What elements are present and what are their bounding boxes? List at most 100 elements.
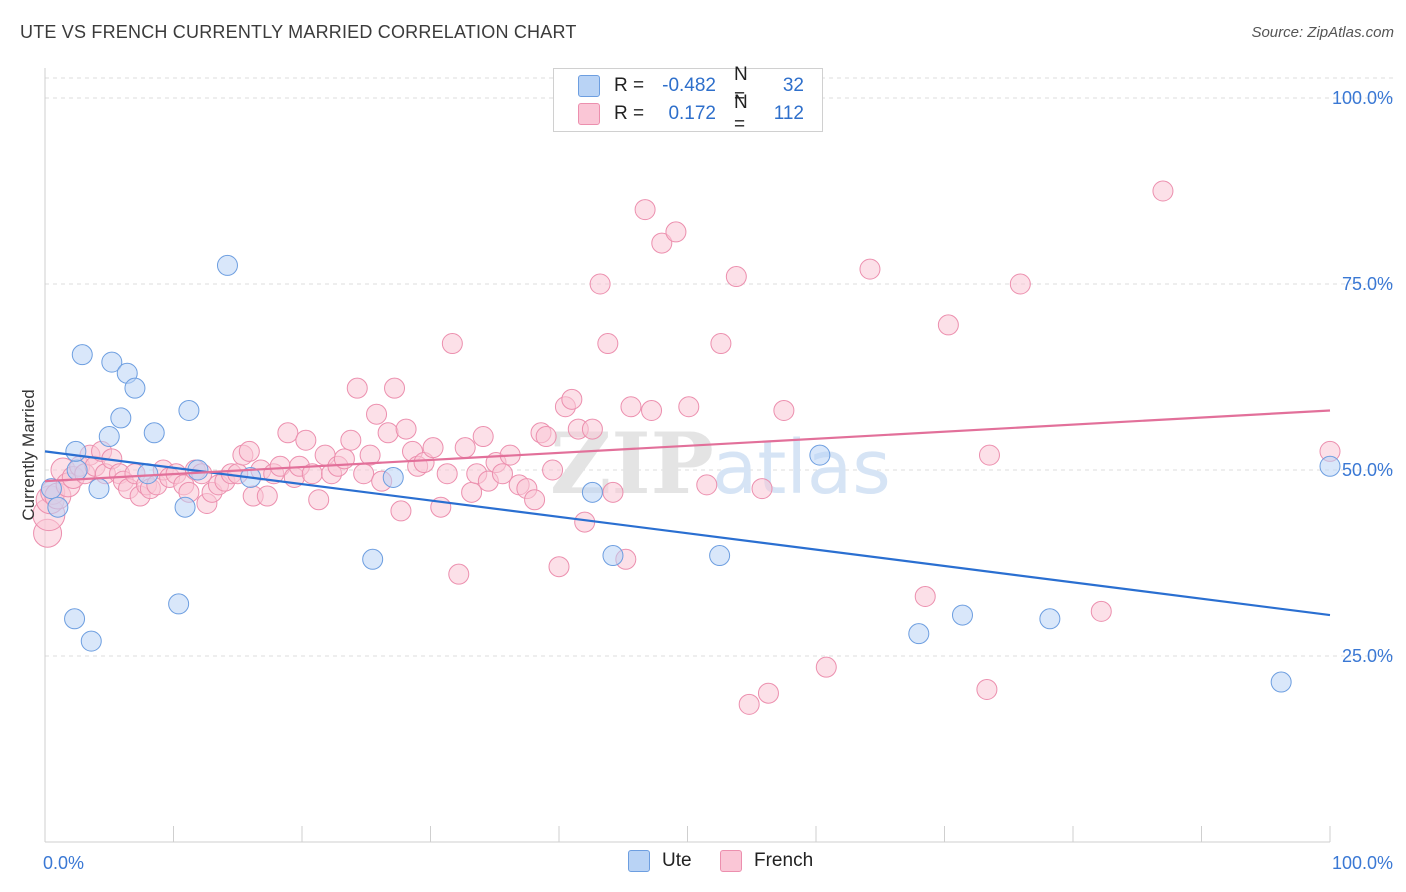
ute-point bbox=[908, 623, 930, 645]
french-point bbox=[308, 489, 330, 511]
series-swatch-ute bbox=[628, 850, 650, 872]
ute-point bbox=[1319, 455, 1341, 477]
ute-point bbox=[1039, 608, 1061, 630]
french-point bbox=[422, 437, 444, 459]
ute-point bbox=[216, 254, 238, 276]
french-point bbox=[1090, 600, 1112, 622]
french-point bbox=[295, 429, 317, 451]
y-tick-label: 50.0% bbox=[1342, 460, 1393, 480]
french-point bbox=[461, 481, 483, 503]
french-point bbox=[634, 199, 656, 221]
legend-r-value-ute: -0.482 bbox=[662, 75, 716, 96]
french-point bbox=[976, 678, 998, 700]
gridlines bbox=[45, 77, 1394, 657]
french-point bbox=[277, 422, 299, 444]
legend-n-value-french: 112 bbox=[773, 103, 804, 124]
french-point bbox=[620, 396, 642, 418]
x-tick-label-max: 100.0% bbox=[1332, 853, 1393, 873]
french-point bbox=[751, 478, 773, 500]
french-point bbox=[678, 396, 700, 418]
y-axis-label: Currently Married bbox=[19, 389, 38, 520]
ute-point bbox=[40, 478, 62, 500]
ute-point bbox=[178, 399, 200, 421]
ute-series bbox=[40, 254, 1341, 693]
legend-r-value-french: 0.172 bbox=[668, 103, 716, 124]
ute-point bbox=[101, 351, 123, 373]
french-point bbox=[491, 463, 513, 485]
french-point bbox=[665, 221, 687, 243]
series-legend-ute[interactable]: Ute bbox=[628, 850, 692, 872]
french-point bbox=[641, 399, 663, 421]
french-point bbox=[366, 403, 388, 425]
french-point bbox=[710, 333, 732, 355]
ute-point bbox=[951, 604, 973, 626]
french-point bbox=[1152, 180, 1174, 202]
ute-point bbox=[382, 466, 404, 488]
ute-point bbox=[110, 407, 132, 429]
ute-point bbox=[362, 548, 384, 570]
y-tick-label: 100.0% bbox=[1332, 88, 1393, 108]
french-point bbox=[602, 481, 624, 503]
french-point bbox=[651, 232, 673, 254]
ute-trend-line bbox=[44, 450, 1331, 617]
legend-r-label: R = bbox=[614, 75, 645, 96]
ute-point bbox=[64, 608, 86, 630]
french-point bbox=[359, 444, 381, 466]
french-point bbox=[937, 314, 959, 336]
french-point bbox=[978, 444, 1000, 466]
ute-point bbox=[98, 426, 120, 448]
french-point bbox=[589, 273, 611, 295]
ute-point bbox=[71, 344, 93, 366]
x-tick-label-min: 0.0% bbox=[43, 853, 84, 873]
legend-swatch-french bbox=[578, 103, 600, 125]
trend-lines bbox=[44, 409, 1331, 617]
y-tick-label: 25.0% bbox=[1342, 646, 1393, 666]
series-legend-french[interactable]: French bbox=[720, 850, 813, 872]
legend-r-label: R = bbox=[614, 103, 645, 124]
series-label-ute: Ute bbox=[662, 850, 692, 871]
french-point bbox=[353, 463, 375, 485]
french-point bbox=[535, 426, 557, 448]
source-credit: Source: ZipAtlas.com bbox=[1251, 24, 1394, 41]
french-point bbox=[384, 377, 406, 399]
ute-point bbox=[709, 545, 731, 567]
axes bbox=[44, 68, 1331, 843]
french-point bbox=[256, 485, 278, 507]
ute-point bbox=[65, 440, 87, 462]
watermark-atlas: atlas bbox=[712, 425, 891, 511]
french-point bbox=[597, 333, 619, 355]
ute-point bbox=[143, 422, 165, 444]
french-point bbox=[454, 437, 476, 459]
legend-n-label: N = bbox=[734, 92, 748, 135]
correlation-legend: R = -0.482 N = 32 R = 0.172 N = 112 bbox=[553, 64, 823, 135]
ute-point bbox=[602, 545, 624, 567]
series-label-french: French bbox=[754, 850, 814, 871]
tick-labels: 25.0% 50.0% 75.0% 100.0% 0.0% 100.0% Currently… bbox=[19, 88, 1393, 873]
french-point bbox=[542, 459, 564, 481]
series-legend: Ute French bbox=[0, 850, 1406, 878]
french-point bbox=[340, 429, 362, 451]
french-point bbox=[773, 399, 795, 421]
ute-point bbox=[168, 593, 190, 615]
ute-point bbox=[124, 377, 146, 399]
ute-point bbox=[1270, 671, 1292, 693]
chart-title: UTE VS FRENCH CURRENTLY MARRIED CORRELAT… bbox=[20, 22, 577, 42]
french-point bbox=[436, 463, 458, 485]
french-point bbox=[524, 489, 546, 511]
french-point bbox=[859, 258, 881, 280]
ute-point bbox=[88, 478, 110, 500]
french-point bbox=[757, 682, 779, 704]
french-point bbox=[914, 585, 936, 607]
french-point bbox=[395, 418, 417, 440]
y-tick-label: 75.0% bbox=[1342, 274, 1393, 294]
legend-swatch-ute bbox=[578, 75, 600, 97]
french-point bbox=[725, 266, 747, 288]
ute-point bbox=[809, 444, 831, 466]
french-point bbox=[581, 418, 603, 440]
series-swatch-french bbox=[720, 850, 742, 872]
ute-point bbox=[80, 630, 102, 652]
french-point bbox=[448, 563, 470, 585]
ute-point bbox=[581, 481, 603, 503]
french-point bbox=[346, 377, 368, 399]
